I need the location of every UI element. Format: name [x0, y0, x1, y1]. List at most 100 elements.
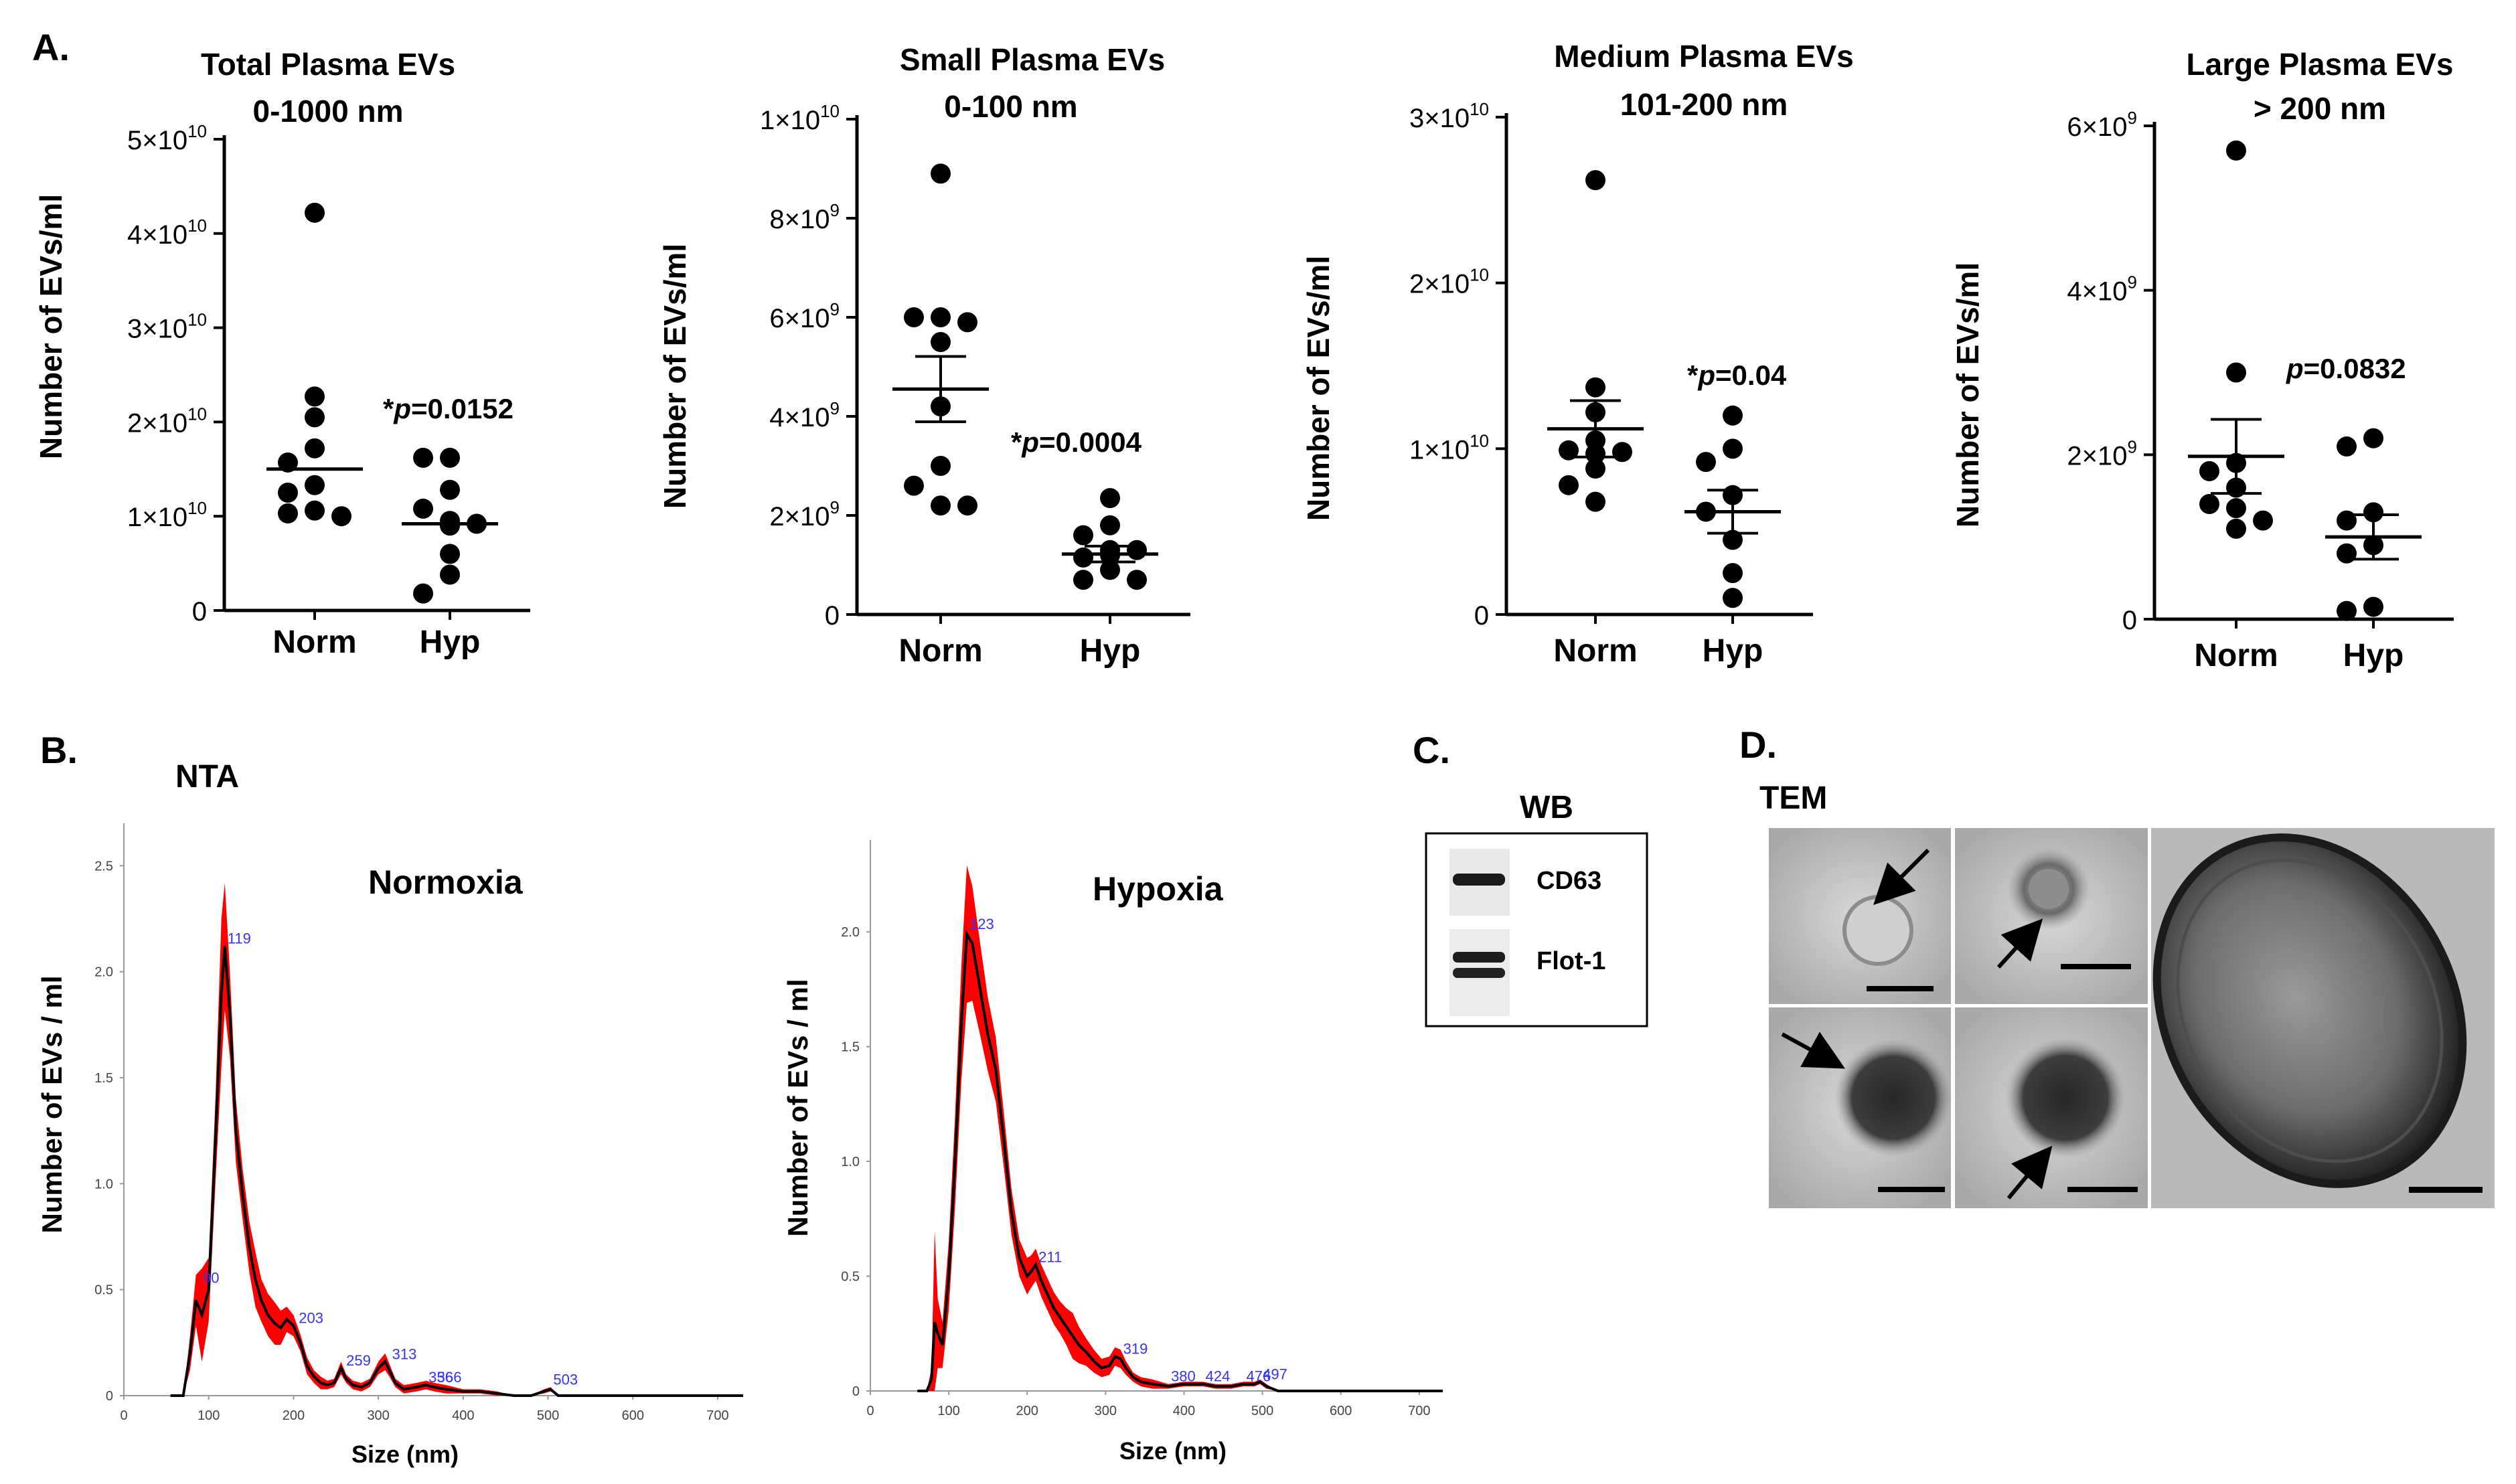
- data-point: [1723, 438, 1743, 459]
- y-axis-label: Number of EVs/ml: [1950, 262, 1985, 527]
- data-point: [2337, 436, 2357, 457]
- peak-label: 90: [203, 1269, 219, 1286]
- category-label: Norm: [272, 625, 356, 660]
- wb-band-flot1-lower: [1453, 968, 1505, 978]
- y-tick-label: 0.5: [841, 1270, 860, 1285]
- panel-label-c: C.: [1413, 729, 1450, 771]
- peak-label: 123: [969, 916, 994, 932]
- data-point: [2199, 461, 2219, 481]
- scatter-chart-medium: Medium Plasma EVs 101-200 nm Number of E…: [1301, 39, 1854, 669]
- nta-heading: NTA: [175, 759, 239, 795]
- data-point: [1100, 488, 1120, 509]
- data-point: [1723, 405, 1743, 426]
- data-point: [2363, 596, 2383, 617]
- scale-bar: [2061, 964, 2131, 969]
- data-point: [2363, 502, 2383, 523]
- x-tick-label: 600: [622, 1408, 644, 1423]
- y-tick-label: 2×109: [769, 497, 840, 531]
- category-label: Hyp: [2343, 638, 2404, 673]
- wb-label-flot1: Flot-1: [1537, 947, 1605, 975]
- data-point: [1559, 440, 1579, 461]
- nta-chart-normoxia: Normoxia Number of EVs / ml Size (nm) 00…: [36, 823, 743, 1468]
- data-point: [1723, 529, 1743, 550]
- y-tick-label: 4×109: [769, 398, 840, 432]
- data-point: [1585, 377, 1605, 398]
- scale-bar: [1867, 986, 1934, 991]
- data-point: [931, 332, 951, 352]
- x-tick-label: 700: [1408, 1404, 1430, 1418]
- data-point: [305, 202, 325, 223]
- data-point: [1585, 459, 1605, 479]
- chart-title: Small Plasma EVs: [900, 42, 1165, 77]
- peak-label: 119: [228, 930, 251, 947]
- p-value-annotation: *p=0.0152: [383, 393, 514, 424]
- category-label: Norm: [898, 633, 982, 669]
- data-point: [1612, 442, 1632, 463]
- data-point: [305, 500, 325, 521]
- x-tick-label: 300: [367, 1408, 389, 1423]
- data-point: [413, 447, 433, 468]
- nta-chart-hypoxia: Hypoxia Number of EVs / ml Size (nm) 0 0.…: [782, 840, 1443, 1465]
- data-point: [413, 583, 433, 604]
- x-tick-label: 600: [1330, 1404, 1352, 1418]
- y-tick-label: 2×1010: [1409, 265, 1489, 299]
- peak-label: 313: [392, 1345, 417, 1362]
- x-tick-label: 500: [537, 1408, 559, 1423]
- data-point: [2226, 140, 2246, 161]
- y-tick-label: 2×109: [2067, 436, 2137, 471]
- x-tick-label: 100: [937, 1404, 959, 1418]
- chart-title: Normoxia: [368, 863, 524, 901]
- x-axis-label: Size (nm): [1119, 1437, 1227, 1465]
- y-tick-label: 3×1010: [1409, 99, 1489, 133]
- peak-label: 319: [1123, 1341, 1148, 1357]
- wb-band-cd63: [1453, 874, 1505, 886]
- data-point: [305, 407, 325, 428]
- data-point: [2226, 518, 2246, 539]
- arrow-icon: [1781, 1032, 1846, 1069]
- data-point: [1585, 491, 1605, 512]
- category-label: Hyp: [420, 625, 481, 660]
- data-point: [931, 495, 951, 516]
- data-point: [2363, 428, 2383, 448]
- chart-title: Total Plasma EVs: [201, 47, 455, 82]
- mean-line: [917, 930, 1443, 1392]
- data-point: [440, 564, 460, 585]
- y-tick-label: 1×1010: [1409, 430, 1489, 465]
- data-point: [1723, 588, 1743, 608]
- data-point: [1073, 570, 1093, 590]
- y-tick-label: 1.5: [94, 1071, 113, 1086]
- y-tick-label: 2.5: [94, 859, 113, 874]
- y-tick-label: 6×109: [2067, 108, 2137, 142]
- data-point: [1073, 525, 1093, 546]
- scale-bar: [2409, 1187, 2483, 1193]
- y-tick-label: 1.0: [94, 1177, 113, 1191]
- data-point: [278, 483, 298, 503]
- tem-image-small-2: [1955, 828, 2148, 1004]
- y-tick-label: 3×1010: [127, 310, 207, 344]
- chart-title: Hypoxia: [1093, 870, 1224, 908]
- data-point: [278, 503, 298, 523]
- chart-title: Medium Plasma EVs: [1554, 39, 1853, 74]
- y-axis-label: Number of EVs/ml: [657, 244, 692, 509]
- category-label: Norm: [2194, 638, 2278, 673]
- y-tick-label: 0: [192, 597, 207, 627]
- y-tick-label: 6×109: [769, 299, 840, 333]
- y-tick-label: 0: [1474, 601, 1489, 631]
- y-tick-label: 1×1010: [127, 498, 207, 532]
- data-point: [1127, 540, 1147, 560]
- y-tick-label: 4×1010: [127, 216, 207, 250]
- y-axis-label: Number of EVs/ml: [1301, 256, 1336, 521]
- panel-label-b: B.: [40, 729, 78, 771]
- peak-label: 366: [437, 1369, 462, 1386]
- x-tick-label: 0: [866, 1404, 874, 1418]
- wb-frame: [1425, 832, 1648, 1027]
- y-tick-label: 0: [825, 601, 840, 631]
- y-tick-label: 1.0: [841, 1155, 860, 1169]
- data-point: [957, 495, 977, 516]
- data-point: [931, 163, 951, 184]
- western-blot-panel: WB CD63 Flot-1: [1425, 790, 1648, 1027]
- data-point: [331, 506, 351, 527]
- arrow-icon: [2007, 1145, 2053, 1200]
- data-point: [1585, 170, 1605, 191]
- scatter-chart-small: Small Plasma EVs 0-100 nm Number of EVs/…: [657, 42, 1190, 669]
